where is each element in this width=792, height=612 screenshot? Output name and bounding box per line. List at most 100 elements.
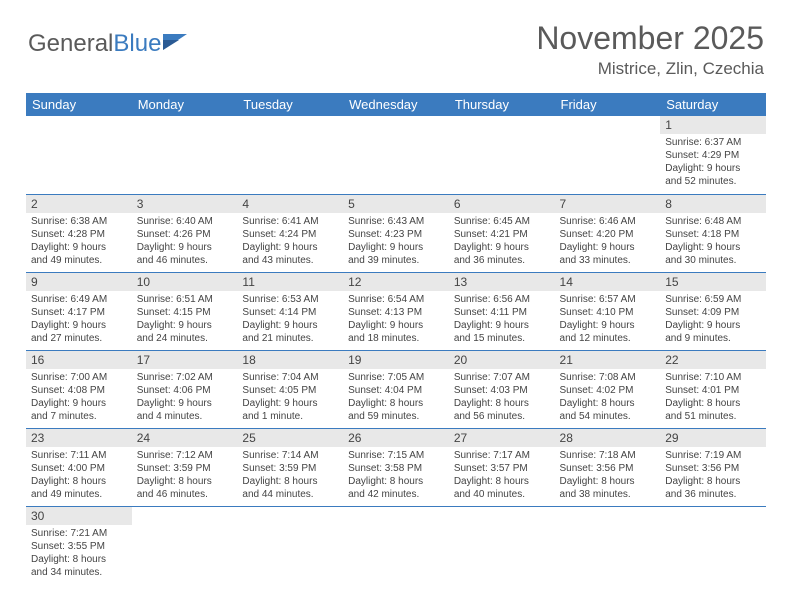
- day-header: Tuesday: [237, 93, 343, 116]
- calendar-cell: 19Sunrise: 7:05 AMSunset: 4:04 PMDayligh…: [343, 350, 449, 428]
- calendar-cell: 11Sunrise: 6:53 AMSunset: 4:14 PMDayligh…: [237, 272, 343, 350]
- calendar-cell: 18Sunrise: 7:04 AMSunset: 4:05 PMDayligh…: [237, 350, 343, 428]
- calendar-cell-empty: [555, 116, 661, 194]
- calendar-cell: 29Sunrise: 7:19 AMSunset: 3:56 PMDayligh…: [660, 428, 766, 506]
- calendar-cell-empty: [237, 506, 343, 584]
- day-details: Sunrise: 6:53 AMSunset: 4:14 PMDaylight:…: [237, 291, 343, 348]
- day-details: Sunrise: 6:59 AMSunset: 4:09 PMDaylight:…: [660, 291, 766, 348]
- calendar-cell: 6Sunrise: 6:45 AMSunset: 4:21 PMDaylight…: [449, 194, 555, 272]
- day-number: 8: [660, 195, 766, 213]
- calendar-cell: 24Sunrise: 7:12 AMSunset: 3:59 PMDayligh…: [132, 428, 238, 506]
- day-number: 11: [237, 273, 343, 291]
- day-number: 24: [132, 429, 238, 447]
- calendar-row: 1Sunrise: 6:37 AMSunset: 4:29 PMDaylight…: [26, 116, 766, 194]
- day-details: Sunrise: 6:56 AMSunset: 4:11 PMDaylight:…: [449, 291, 555, 348]
- day-details: Sunrise: 7:19 AMSunset: 3:56 PMDaylight:…: [660, 447, 766, 504]
- day-header: Friday: [555, 93, 661, 116]
- day-number: 25: [237, 429, 343, 447]
- calendar-cell: 27Sunrise: 7:17 AMSunset: 3:57 PMDayligh…: [449, 428, 555, 506]
- day-header: Sunday: [26, 93, 132, 116]
- day-number: 20: [449, 351, 555, 369]
- day-details: Sunrise: 7:18 AMSunset: 3:56 PMDaylight:…: [555, 447, 661, 504]
- day-number: 3: [132, 195, 238, 213]
- day-details: Sunrise: 7:07 AMSunset: 4:03 PMDaylight:…: [449, 369, 555, 426]
- title-block: November 2025 Mistrice, Zlin, Czechia: [536, 20, 764, 79]
- calendar-table: SundayMondayTuesdayWednesdayThursdayFrid…: [26, 93, 766, 584]
- day-header: Monday: [132, 93, 238, 116]
- calendar-cell: 16Sunrise: 7:00 AMSunset: 4:08 PMDayligh…: [26, 350, 132, 428]
- day-header: Saturday: [660, 93, 766, 116]
- day-details: Sunrise: 7:04 AMSunset: 4:05 PMDaylight:…: [237, 369, 343, 426]
- calendar-cell-empty: [132, 116, 238, 194]
- calendar-cell: 14Sunrise: 6:57 AMSunset: 4:10 PMDayligh…: [555, 272, 661, 350]
- day-number: 29: [660, 429, 766, 447]
- calendar-cell: 8Sunrise: 6:48 AMSunset: 4:18 PMDaylight…: [660, 194, 766, 272]
- day-number: 9: [26, 273, 132, 291]
- day-details: Sunrise: 6:51 AMSunset: 4:15 PMDaylight:…: [132, 291, 238, 348]
- day-number: 21: [555, 351, 661, 369]
- day-details: Sunrise: 6:41 AMSunset: 4:24 PMDaylight:…: [237, 213, 343, 270]
- day-number: 28: [555, 429, 661, 447]
- day-number: 16: [26, 351, 132, 369]
- day-details: Sunrise: 7:12 AMSunset: 3:59 PMDaylight:…: [132, 447, 238, 504]
- day-details: Sunrise: 6:43 AMSunset: 4:23 PMDaylight:…: [343, 213, 449, 270]
- day-details: Sunrise: 6:49 AMSunset: 4:17 PMDaylight:…: [26, 291, 132, 348]
- calendar-cell: 12Sunrise: 6:54 AMSunset: 4:13 PMDayligh…: [343, 272, 449, 350]
- calendar-cell-empty: [449, 116, 555, 194]
- day-header-row: SundayMondayTuesdayWednesdayThursdayFrid…: [26, 93, 766, 116]
- month-title: November 2025: [536, 20, 764, 57]
- calendar-cell-empty: [660, 506, 766, 584]
- day-details: Sunrise: 7:08 AMSunset: 4:02 PMDaylight:…: [555, 369, 661, 426]
- calendar-cell: 26Sunrise: 7:15 AMSunset: 3:58 PMDayligh…: [343, 428, 449, 506]
- calendar-cell: 15Sunrise: 6:59 AMSunset: 4:09 PMDayligh…: [660, 272, 766, 350]
- day-header: Wednesday: [343, 93, 449, 116]
- day-number: 2: [26, 195, 132, 213]
- day-number: 14: [555, 273, 661, 291]
- day-number: 17: [132, 351, 238, 369]
- day-details: Sunrise: 7:14 AMSunset: 3:59 PMDaylight:…: [237, 447, 343, 504]
- day-details: Sunrise: 7:17 AMSunset: 3:57 PMDaylight:…: [449, 447, 555, 504]
- day-number: 4: [237, 195, 343, 213]
- calendar-cell-empty: [237, 116, 343, 194]
- calendar-cell: 25Sunrise: 7:14 AMSunset: 3:59 PMDayligh…: [237, 428, 343, 506]
- calendar-cell-empty: [449, 506, 555, 584]
- day-number: 13: [449, 273, 555, 291]
- calendar-cell: 30Sunrise: 7:21 AMSunset: 3:55 PMDayligh…: [26, 506, 132, 584]
- calendar-cell: 21Sunrise: 7:08 AMSunset: 4:02 PMDayligh…: [555, 350, 661, 428]
- calendar-cell-empty: [343, 506, 449, 584]
- day-number: 15: [660, 273, 766, 291]
- calendar-cell: 13Sunrise: 6:56 AMSunset: 4:11 PMDayligh…: [449, 272, 555, 350]
- day-details: Sunrise: 7:10 AMSunset: 4:01 PMDaylight:…: [660, 369, 766, 426]
- day-details: Sunrise: 6:40 AMSunset: 4:26 PMDaylight:…: [132, 213, 238, 270]
- calendar-cell: 7Sunrise: 6:46 AMSunset: 4:20 PMDaylight…: [555, 194, 661, 272]
- calendar-cell: 5Sunrise: 6:43 AMSunset: 4:23 PMDaylight…: [343, 194, 449, 272]
- calendar-cell: 2Sunrise: 6:38 AMSunset: 4:28 PMDaylight…: [26, 194, 132, 272]
- calendar-row: 23Sunrise: 7:11 AMSunset: 4:00 PMDayligh…: [26, 428, 766, 506]
- day-number: 26: [343, 429, 449, 447]
- day-details: Sunrise: 6:38 AMSunset: 4:28 PMDaylight:…: [26, 213, 132, 270]
- day-details: Sunrise: 6:45 AMSunset: 4:21 PMDaylight:…: [449, 213, 555, 270]
- day-number: 30: [26, 507, 132, 525]
- day-details: Sunrise: 7:05 AMSunset: 4:04 PMDaylight:…: [343, 369, 449, 426]
- calendar-row: 9Sunrise: 6:49 AMSunset: 4:17 PMDaylight…: [26, 272, 766, 350]
- day-details: Sunrise: 7:02 AMSunset: 4:06 PMDaylight:…: [132, 369, 238, 426]
- location: Mistrice, Zlin, Czechia: [536, 59, 764, 79]
- day-details: Sunrise: 7:00 AMSunset: 4:08 PMDaylight:…: [26, 369, 132, 426]
- calendar-body: 1Sunrise: 6:37 AMSunset: 4:29 PMDaylight…: [26, 116, 766, 584]
- header: GeneralBlue November 2025 Mistrice, Zlin…: [0, 0, 792, 87]
- day-number: 5: [343, 195, 449, 213]
- logo-text-1: General: [28, 30, 113, 58]
- day-details: Sunrise: 6:37 AMSunset: 4:29 PMDaylight:…: [660, 134, 766, 191]
- calendar-cell-empty: [132, 506, 238, 584]
- calendar-cell-empty: [26, 116, 132, 194]
- day-details: Sunrise: 6:57 AMSunset: 4:10 PMDaylight:…: [555, 291, 661, 348]
- calendar-cell-empty: [343, 116, 449, 194]
- day-number: 22: [660, 351, 766, 369]
- calendar-cell: 4Sunrise: 6:41 AMSunset: 4:24 PMDaylight…: [237, 194, 343, 272]
- calendar-row: 30Sunrise: 7:21 AMSunset: 3:55 PMDayligh…: [26, 506, 766, 584]
- day-number: 12: [343, 273, 449, 291]
- day-number: 18: [237, 351, 343, 369]
- logo-flag-icon: [163, 34, 189, 52]
- day-details: Sunrise: 7:21 AMSunset: 3:55 PMDaylight:…: [26, 525, 132, 582]
- calendar-cell: 9Sunrise: 6:49 AMSunset: 4:17 PMDaylight…: [26, 272, 132, 350]
